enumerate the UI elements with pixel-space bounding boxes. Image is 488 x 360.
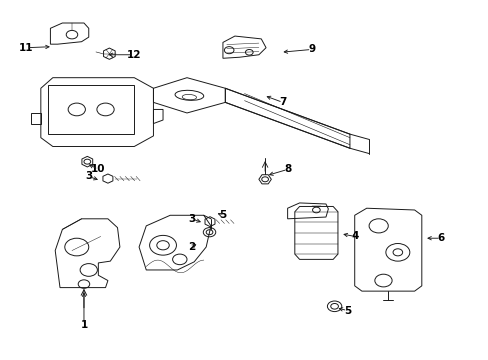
Text: 9: 9 — [307, 45, 314, 54]
Text: 2: 2 — [188, 242, 195, 252]
Text: 3: 3 — [188, 214, 195, 224]
Text: 6: 6 — [436, 233, 444, 243]
Text: 10: 10 — [91, 165, 105, 174]
Text: 3: 3 — [85, 171, 92, 181]
Text: 8: 8 — [284, 165, 291, 174]
Text: 12: 12 — [127, 50, 141, 60]
Text: 4: 4 — [350, 231, 358, 242]
Text: 1: 1 — [80, 320, 87, 330]
Text: 5: 5 — [343, 306, 350, 315]
Text: 11: 11 — [19, 43, 34, 53]
Text: 5: 5 — [219, 210, 226, 220]
Text: 7: 7 — [279, 98, 286, 107]
